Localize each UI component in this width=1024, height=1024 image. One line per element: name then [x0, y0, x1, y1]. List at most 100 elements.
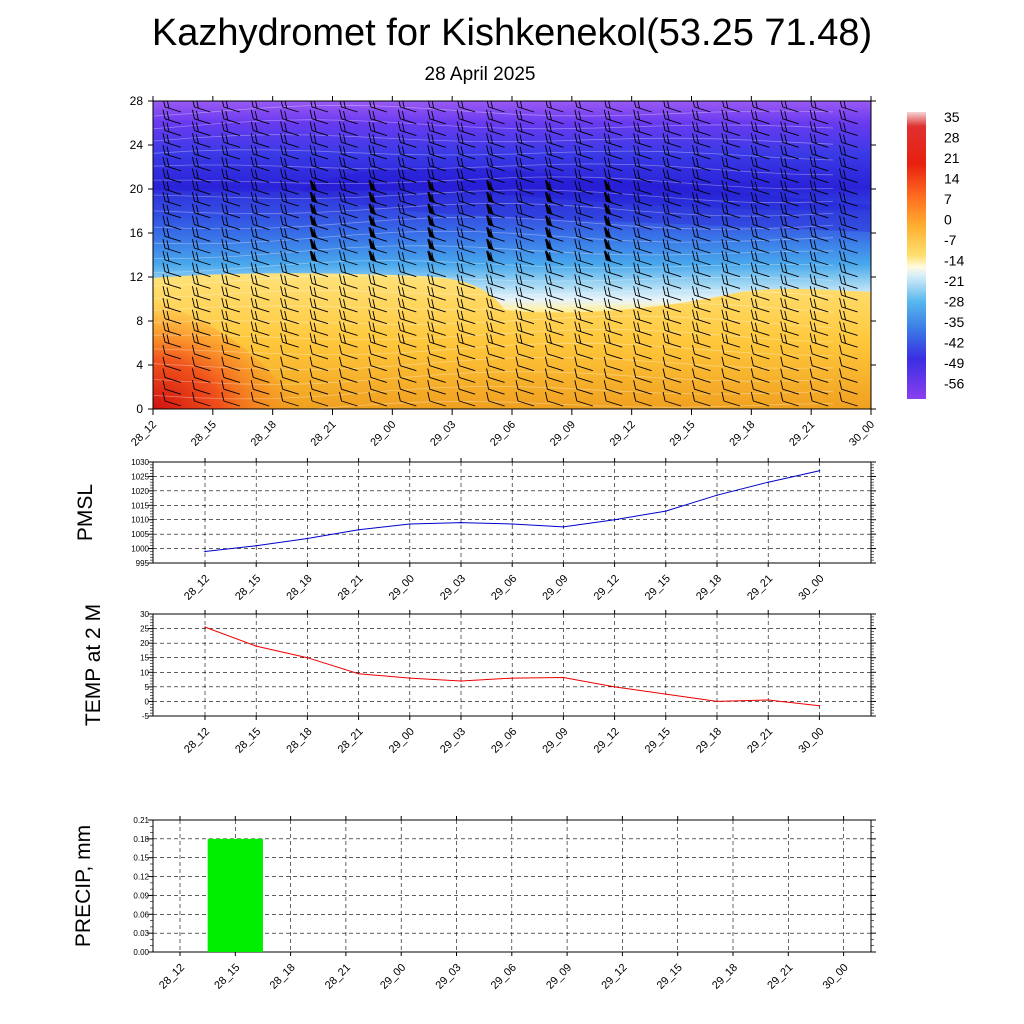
wind-barb — [282, 341, 299, 348]
isotherm-line — [153, 371, 834, 385]
wind-barb-feather — [456, 286, 460, 296]
wind-barb — [164, 153, 182, 160]
wind-barb-feather — [313, 287, 317, 297]
data-point — [460, 680, 462, 682]
wind-barb-feather — [456, 156, 460, 166]
wind-barb-feather — [750, 156, 754, 166]
wind-barb-feather — [313, 169, 317, 179]
wind-barb-feather — [839, 391, 843, 402]
wind-barb — [400, 224, 417, 231]
wind-barb — [311, 165, 329, 172]
wind-barb-feather — [368, 168, 372, 178]
wind-barb — [753, 177, 770, 183]
data-point — [818, 705, 821, 707]
wind-barb-feather — [431, 101, 435, 109]
wind-barb-feather — [225, 216, 229, 226]
wind-barb-feather — [548, 134, 552, 144]
wind-barb-feather — [754, 205, 758, 215]
x-tick-label: 29_00 — [387, 573, 417, 603]
wind-barb-feather — [780, 333, 784, 343]
wind-barb — [547, 177, 564, 183]
wind-barb-feather — [548, 334, 552, 344]
wind-barb-feather — [696, 216, 699, 226]
wind-barb — [341, 330, 358, 336]
wind-barb-feather — [750, 144, 754, 155]
wind-barb-feather — [254, 110, 258, 121]
wind-barb-feather — [809, 156, 813, 166]
colorbar-label: -42 — [944, 335, 964, 351]
wind-barb-feather — [456, 109, 460, 119]
y-tick-label: 1030 — [131, 458, 149, 467]
wind-barb — [282, 365, 299, 372]
wind-barb — [694, 388, 711, 395]
y-tick-label: 0.09 — [133, 891, 149, 900]
wind-barb-feather — [368, 133, 372, 143]
wind-barb-feather — [225, 169, 229, 179]
y-tick-label: 995 — [136, 559, 150, 568]
wind-barb — [341, 353, 358, 360]
wind-barb-feather — [343, 310, 346, 321]
wind-barb-feather — [637, 181, 641, 191]
wind-barb-feather — [251, 101, 254, 108]
wind-barb-feather — [544, 168, 548, 178]
wind-barb-feather — [809, 297, 813, 308]
wind-barb-feather — [784, 240, 788, 250]
wind-barb — [164, 271, 182, 278]
wind-barb-feather — [574, 297, 578, 308]
colorbar-label: -7 — [944, 232, 957, 248]
wind-barb-feather — [814, 101, 817, 109]
wind-barb-feather — [195, 275, 199, 285]
wind-barb-feather — [284, 205, 288, 215]
wind-barb-feather — [460, 134, 464, 144]
wind-barb-feather — [637, 134, 641, 144]
wind-barb — [723, 259, 741, 266]
wind-barb-feather — [696, 299, 699, 309]
wind-barb-pennant — [310, 191, 319, 204]
wind-barb-feather — [696, 334, 699, 344]
wind-barb-feather — [225, 252, 229, 262]
wind-barb-feather — [191, 309, 195, 319]
wind-barb — [812, 106, 829, 113]
wind-barb — [459, 188, 476, 195]
wind-barb — [606, 141, 623, 148]
wind-barb — [253, 353, 270, 360]
wind-barb-feather — [515, 227, 519, 237]
wind-barb-feather — [401, 134, 405, 144]
wind-barb-feather — [431, 275, 435, 285]
wind-barb-feather — [633, 333, 637, 343]
wind-barb-feather — [162, 144, 166, 155]
wind-barb — [694, 188, 711, 195]
wind-barb-feather — [692, 191, 695, 202]
wind-barb — [429, 177, 446, 183]
x-tick-label: 29_06 — [489, 573, 519, 603]
wind-barb-feather — [162, 344, 166, 355]
wind-barb-feather — [343, 228, 346, 238]
wind-barb-feather — [721, 368, 725, 378]
wind-barb-feather — [839, 191, 843, 202]
wind-barb-feather — [221, 203, 225, 213]
wind-barb — [341, 341, 358, 348]
wind-barb-feather — [166, 334, 170, 344]
wind-barb-feather — [401, 193, 405, 203]
wind-barb-feather — [574, 286, 578, 296]
wind-barb-feather — [750, 333, 754, 343]
wind-barb-feather — [750, 391, 754, 402]
isotherm-line — [153, 149, 834, 161]
wind-barb-pennant — [369, 203, 377, 216]
wind-barb-feather — [721, 109, 725, 119]
wind-barb-feather — [662, 321, 666, 331]
wind-barb-feather — [221, 344, 225, 355]
wind-barb-feather — [603, 391, 607, 402]
wind-barb-feather — [456, 144, 460, 155]
wind-barb-feather — [839, 309, 843, 319]
wind-barb-feather — [280, 239, 284, 249]
wind-barb-feather — [372, 169, 376, 179]
wind-barb-feather — [397, 333, 401, 343]
wind-barb-feather — [515, 344, 519, 355]
wind-barb-feather — [515, 109, 519, 119]
wind-barb-feather — [545, 101, 548, 108]
wind-barb-feather — [490, 169, 494, 179]
wind-barb — [723, 282, 741, 289]
wind-barb-feather — [662, 286, 666, 296]
wind-barb-feather — [544, 286, 548, 296]
